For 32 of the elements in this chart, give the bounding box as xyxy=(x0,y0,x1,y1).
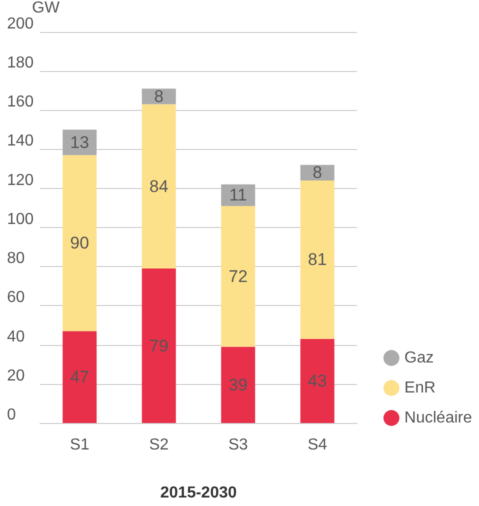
x-axis-title: 2015-2030 xyxy=(160,484,237,502)
legend-label: EnR xyxy=(404,380,436,396)
data-label: 13 xyxy=(70,132,90,152)
y-tick-label: 40 xyxy=(7,328,25,346)
x-tick-label: S3 xyxy=(228,436,248,454)
y-tick-label: 180 xyxy=(7,54,34,72)
y-tick-label: 200 xyxy=(7,15,34,32)
data-label: 11 xyxy=(229,186,247,205)
data-label: 90 xyxy=(70,234,90,253)
data-label: 39 xyxy=(228,375,248,394)
y-tick-label: 160 xyxy=(7,94,34,111)
data-label: 84 xyxy=(149,176,168,196)
data-label: 8 xyxy=(312,163,322,182)
y-tick-label: 140 xyxy=(7,132,34,150)
x-tick-label: S1 xyxy=(70,436,90,454)
x-tick-label: S4 xyxy=(308,436,328,454)
data-label: 8 xyxy=(154,86,164,106)
y-tick-label: 120 xyxy=(7,172,34,189)
x-tick-label: S2 xyxy=(149,436,169,454)
y-tick-label: 0 xyxy=(7,406,16,424)
y-tick-label: 20 xyxy=(7,367,25,384)
y-tick-label: 60 xyxy=(7,289,25,306)
y-axis-title: GW xyxy=(32,0,60,16)
data-label: 81 xyxy=(308,250,327,270)
y-tick-label: 100 xyxy=(7,210,34,228)
legend-label: Nucléaire xyxy=(404,410,472,426)
legend-label: Gaz xyxy=(404,350,434,366)
data-label: 79 xyxy=(149,336,168,356)
y-tick-label: 80 xyxy=(7,250,25,268)
data-label: 47 xyxy=(70,368,90,387)
data-label: 43 xyxy=(308,371,327,390)
data-label: 72 xyxy=(228,266,248,286)
